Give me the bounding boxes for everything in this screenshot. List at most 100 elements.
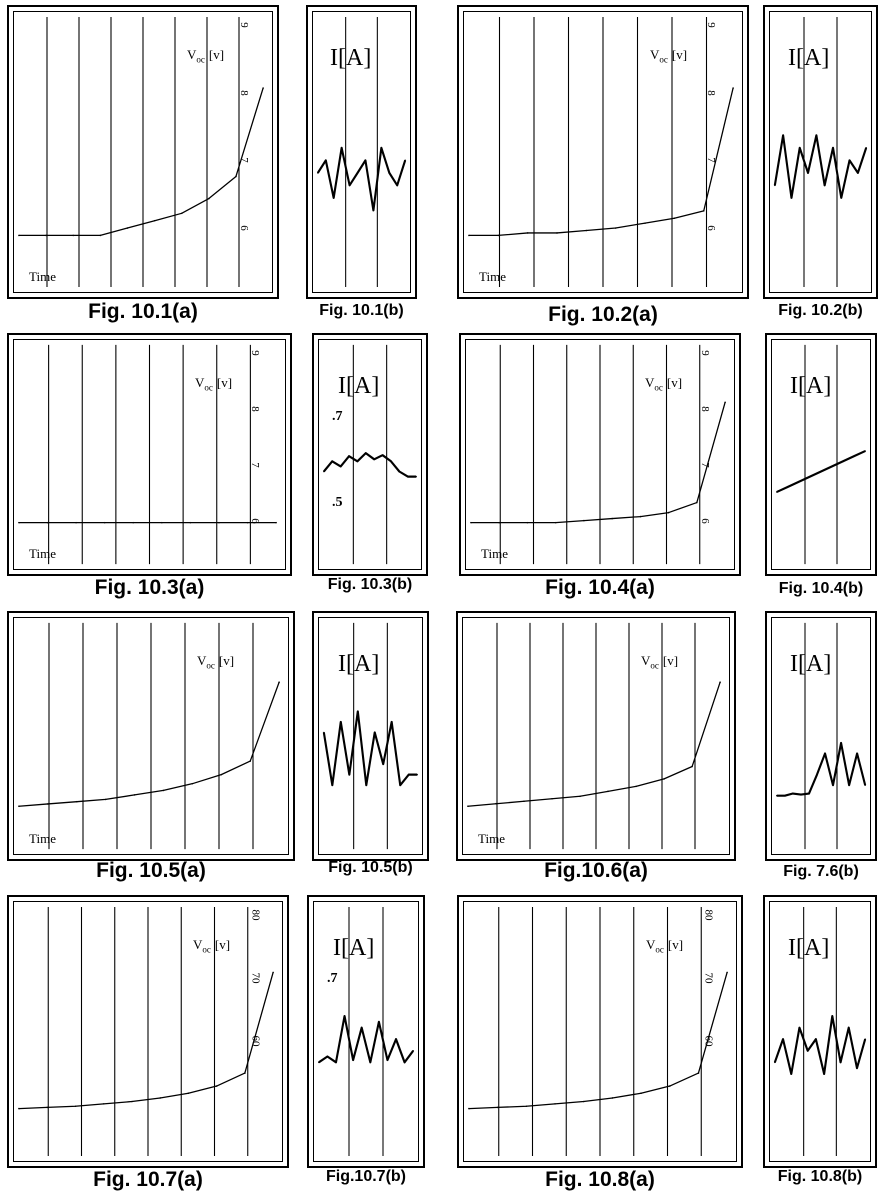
data-point xyxy=(864,784,866,786)
data-point xyxy=(864,450,866,452)
voc-label-sub: oc xyxy=(650,660,659,671)
data-point xyxy=(808,792,810,795)
data-point xyxy=(842,460,844,463)
data-point xyxy=(340,721,342,723)
data-point xyxy=(356,172,359,174)
data-point xyxy=(103,521,106,524)
figure-inner-border xyxy=(313,901,419,1162)
y-tick-label: 60 xyxy=(702,1035,715,1047)
figure-frame xyxy=(763,895,877,1168)
data-point xyxy=(126,227,129,229)
data-point xyxy=(798,1026,801,1029)
data-point xyxy=(815,134,818,137)
data-point xyxy=(809,475,811,478)
data-point xyxy=(719,681,721,683)
plot-area xyxy=(464,619,728,853)
data-point xyxy=(726,971,728,974)
data-point xyxy=(390,460,392,463)
y-tick-label: 9 xyxy=(237,22,250,28)
data-point xyxy=(774,1061,776,1064)
data-point xyxy=(75,800,78,803)
data-point xyxy=(840,742,842,744)
data-point xyxy=(331,784,334,786)
data-point xyxy=(776,491,778,493)
data-point xyxy=(416,773,418,776)
data-point xyxy=(611,517,613,520)
figure-inner-border xyxy=(13,617,289,855)
voc-label-main: V xyxy=(646,937,656,952)
data-point xyxy=(323,470,325,473)
figure-caption: Fig.10.7(b) xyxy=(325,1168,406,1185)
data-point xyxy=(208,197,210,200)
data-point xyxy=(848,784,850,786)
figure-caption: Fig. 10.3(b) xyxy=(327,576,413,593)
data-point xyxy=(399,784,401,786)
figure-caption: Fig. 10.5(b) xyxy=(328,859,413,876)
data-point xyxy=(790,197,793,199)
data-point xyxy=(554,521,557,524)
data-point xyxy=(369,1061,372,1064)
data-point xyxy=(218,521,220,524)
data-point xyxy=(404,159,406,162)
data-point xyxy=(774,184,776,187)
data-point xyxy=(278,681,280,683)
voc-label-sub: oc xyxy=(659,54,668,65)
y-tick-label: 8 xyxy=(704,90,717,96)
y-tick-label: 60 xyxy=(249,1035,262,1047)
data-point xyxy=(498,521,500,524)
data-point xyxy=(856,1067,858,1069)
time-axis-label: Time xyxy=(29,546,56,561)
figure-frame xyxy=(7,5,279,299)
data-point xyxy=(468,1107,470,1110)
figure-caption: Fig. 10.1(a) xyxy=(88,300,198,323)
data-point xyxy=(352,1059,354,1061)
current-axis-label: I[A] xyxy=(790,373,832,399)
chart-svg xyxy=(18,622,280,850)
data-point xyxy=(840,197,843,199)
chart-svg xyxy=(470,344,726,565)
data-point xyxy=(696,501,698,504)
data-point xyxy=(406,475,409,478)
chart-svg xyxy=(467,622,721,850)
data-point xyxy=(412,1049,414,1052)
figure-caption: Fig. 10.2(b) xyxy=(778,302,863,319)
time-axis-label: Time xyxy=(478,831,505,846)
data-point xyxy=(382,763,384,765)
chart-svg xyxy=(316,16,407,288)
series-line xyxy=(323,452,417,478)
series-line xyxy=(18,972,274,1110)
chart-svg xyxy=(776,344,866,565)
figure-f3a: Voc [v] Time 9 8 7 6 xyxy=(7,333,292,576)
data-point xyxy=(46,1106,48,1109)
chart-svg xyxy=(322,622,418,850)
data-point xyxy=(373,731,376,734)
data-point xyxy=(800,793,802,796)
voc-label-unit: [v] xyxy=(671,47,688,62)
figure-inner-border xyxy=(769,11,872,293)
figure-inner-border xyxy=(771,617,871,855)
y-tick-label: 7 xyxy=(248,462,261,468)
data-point xyxy=(816,773,818,776)
y-tick-label: .7 xyxy=(327,971,338,986)
current-axis-label: I[A] xyxy=(788,45,830,71)
time-axis-label: Time xyxy=(479,269,506,284)
data-point xyxy=(467,805,469,807)
y-tick-label: 6 xyxy=(698,518,711,524)
figure-frame xyxy=(306,5,417,299)
data-point xyxy=(339,465,342,468)
plot-area xyxy=(465,903,735,1160)
data-point xyxy=(335,1061,337,1064)
plot-area xyxy=(771,903,869,1160)
voc-label-main: V xyxy=(193,937,203,952)
data-point xyxy=(864,1038,866,1040)
y-tick-label: 7 xyxy=(237,157,250,163)
data-point xyxy=(831,465,833,468)
y-tick-label: 9 xyxy=(704,22,717,28)
data-point xyxy=(668,1085,671,1087)
figure-f8a: Voc [v] 80 70 60 xyxy=(457,895,743,1168)
data-point xyxy=(823,184,826,187)
data-point xyxy=(348,773,351,776)
voc-label-sub: oc xyxy=(202,944,211,955)
chart-svg xyxy=(468,16,734,288)
voc-label-sub: oc xyxy=(206,660,215,671)
